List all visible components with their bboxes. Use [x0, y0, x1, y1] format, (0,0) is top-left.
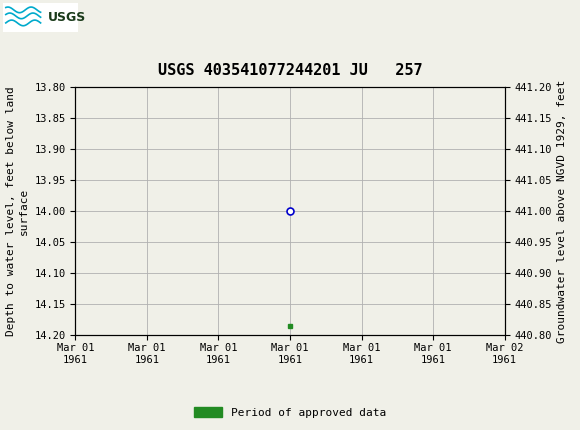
Y-axis label: Depth to water level, feet below land
surface: Depth to water level, feet below land su…: [6, 86, 29, 336]
Y-axis label: Groundwater level above NGVD 1929, feet: Groundwater level above NGVD 1929, feet: [557, 80, 567, 343]
Legend: Period of approved data: Period of approved data: [190, 403, 390, 422]
Bar: [3, 3, 78, 32]
Text: USGS 403541077244201 JU   257: USGS 403541077244201 JU 257: [158, 63, 422, 78]
Text: USGS: USGS: [48, 11, 86, 24]
